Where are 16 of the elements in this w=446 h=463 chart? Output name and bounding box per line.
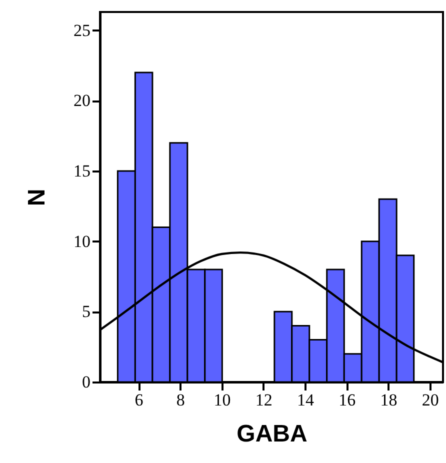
x-tick-label: 10	[214, 390, 231, 410]
y-tick-label: 10	[74, 232, 90, 251]
x-tick-label: 16	[338, 390, 356, 410]
y-tick-label: 0	[82, 372, 90, 392]
x-tick-label: 8	[176, 390, 185, 410]
x-axis-title: GABA	[236, 420, 308, 448]
x-tick-label: 6	[134, 390, 144, 410]
x-tick-label: 12	[255, 390, 272, 410]
y-tick-label: 5	[82, 302, 90, 322]
x-tick-label: 20	[422, 390, 439, 410]
y-tick-label: 25	[74, 20, 90, 40]
y-tick-label: 15	[74, 161, 90, 180]
x-tick-label: 14	[297, 390, 315, 410]
x-tick-label: 18	[380, 390, 398, 410]
y-axis-title: N	[24, 188, 50, 206]
y-tick-label: 20	[74, 91, 90, 110]
